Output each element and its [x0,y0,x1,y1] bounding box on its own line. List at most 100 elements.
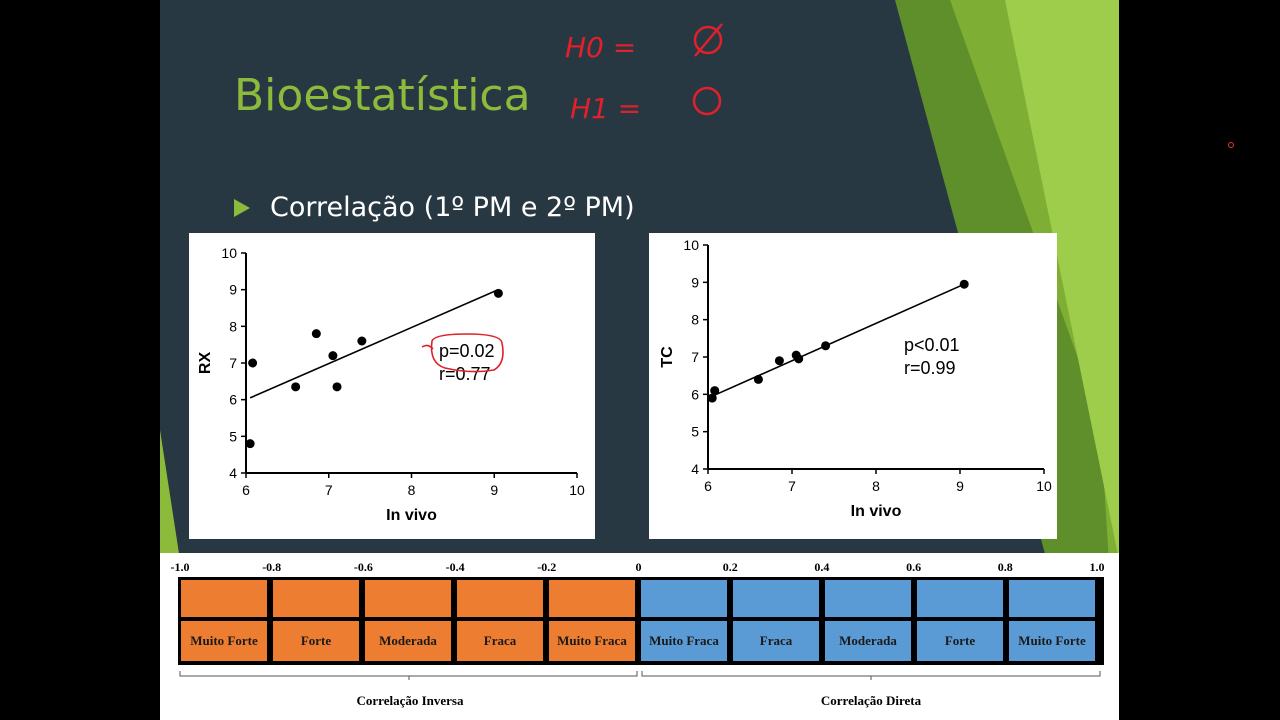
y-tick-label: 9 [691,274,699,290]
y-tick-label: 8 [691,312,699,328]
x-tick-label: 6 [242,482,250,498]
scale-label-cell: Fraca [457,621,543,661]
data-point [291,382,301,392]
x-axis-label: In vivo [851,503,902,520]
scale-label-cell: Forte [273,621,359,661]
chart-rx-svg: 4 5 6 7 8 9 10 6 7 8 9 10 In vivo RX p=0.02 r=0.77 [197,245,585,524]
stat-label: p<0.01 [904,335,960,355]
scale-color-cell [365,580,451,617]
scale-color-cell [825,580,911,617]
scale-color-cell [457,580,543,617]
y-tick-label: 10 [221,245,237,261]
y-tick-label: 7 [691,349,699,365]
green-stripe-light [1005,0,1119,560]
data-point [493,288,503,298]
bullet-text: Correlação (1º PM e 2º PM) [270,192,635,223]
slide-title: Bioestatística [234,70,531,121]
scale-tick-label: -1.0 [170,560,190,574]
bullet-item: Correlação (1º PM e 2º PM) [234,192,635,223]
scale-label-cell: Moderada [825,621,911,661]
chart-tc-svg: 4 5 6 7 8 9 10 6 7 8 9 10 In vivo TC p<0.01 r=0.99 [659,237,1052,520]
scale-label-cell: Moderada [365,621,451,661]
y-tick-label: 4 [229,465,237,481]
y-tick-label: 5 [229,428,237,444]
scale-tick-label: 0.2 [722,560,738,574]
scale-tick-label: 0.4 [814,560,830,574]
empty-set-icon [693,23,723,57]
x-tick-label: 8 [408,482,416,498]
scatter-chart-rx: 4 5 6 7 8 9 10 6 7 8 9 10 In vivo RX p=0.02 r=0.77 [189,233,595,539]
direct-correlation-label: Correlação Direta [820,693,922,708]
data-point [245,439,255,449]
scale-color-cell [917,580,1003,617]
y-axis-label: RX [197,352,214,375]
regression-line [711,283,965,397]
data-point [753,374,763,384]
scale-tick-label: -0.2 [537,560,557,574]
x-tick-label: 10 [1036,478,1052,494]
scale-color-cell [273,580,359,617]
x-tick-label: 9 [490,482,498,498]
data-point [821,341,831,351]
x-tick-label: 10 [569,482,585,498]
scale-label-cell: Muito Fraca [549,621,635,661]
x-tick-label: 6 [704,478,712,494]
data-point [794,354,804,364]
regression-line [249,288,499,399]
y-tick-label: 6 [229,392,237,408]
scatter-chart-tc: 4 5 6 7 8 9 10 6 7 8 9 10 In vivo TC p<0.01 r=0.99 [649,233,1057,539]
scale-color-cell [549,580,635,617]
data-point [328,351,338,361]
y-tick-label: 9 [229,282,237,298]
data-point [311,329,321,339]
scale-label-cell: Muito Forte [1009,621,1095,661]
scale-tick-label: -0.6 [353,560,373,574]
scale-color-cell [641,580,727,617]
scale-label-cell: Fraca [733,621,819,661]
stat-label: p=0.02 [439,341,495,361]
x-axis-label: In vivo [386,507,437,524]
red-circle-annotation [430,333,504,373]
data-point [248,358,258,368]
data-point [710,386,720,396]
y-axis-label: TC [659,346,676,368]
x-tick-label: 7 [325,482,333,498]
scale-tick-label: -0.4 [445,560,465,574]
scale-tick-label: 1.0 [1089,560,1105,574]
bullet-arrow-icon [234,198,250,217]
y-tick-label: 6 [691,386,699,402]
scale-label-cell: Forte [917,621,1003,661]
inverse-bracket [179,671,638,680]
y-tick-label: 10 [683,237,699,253]
scale-tick-label: 0 [635,560,642,574]
zero-icon [692,86,722,116]
scale-bar: Muito Forte Forte Moderada Fraca Muito Fraca… [178,577,1104,665]
correlation-scale: -1.0 -0.8 -0.6 -0.4 -0.2 0 0.2 0.4 0.6 0.8 1.0 Muit… [160,553,1119,720]
inverse-correlation-label: Correlação Inversa [356,693,464,708]
red-tick-annotation [421,344,434,350]
cursor-marker [1228,142,1234,148]
direct-bracket [641,671,1101,680]
x-tick-label: 8 [872,478,880,494]
stat-label: r=0.77 [439,364,491,384]
x-tick-label: 9 [956,478,964,494]
x-tick-label: 7 [788,478,796,494]
data-point [774,356,784,366]
scale-color-cell [1009,580,1095,617]
scale-tick-label: 0.8 [997,560,1013,574]
y-tick-label: 5 [691,424,699,440]
h0-annotation: H0 = [565,31,636,64]
scale-label-cell: Muito Forte [181,621,267,661]
slide: Bioestatística Correlação (1º PM e 2º PM… [160,0,1119,720]
handwritten-annotations: H0 = H1 = [565,23,723,125]
data-point [959,279,969,289]
scale-color-cell [181,580,267,617]
h1-annotation: H1 = [570,92,641,125]
y-tick-label: 7 [229,355,237,371]
data-point [707,393,717,403]
y-tick-label: 4 [691,461,699,477]
data-point [332,382,342,392]
scale-tick-label: 0.6 [906,560,922,574]
scale-tick-label: -0.8 [262,560,282,574]
data-point [357,336,367,346]
